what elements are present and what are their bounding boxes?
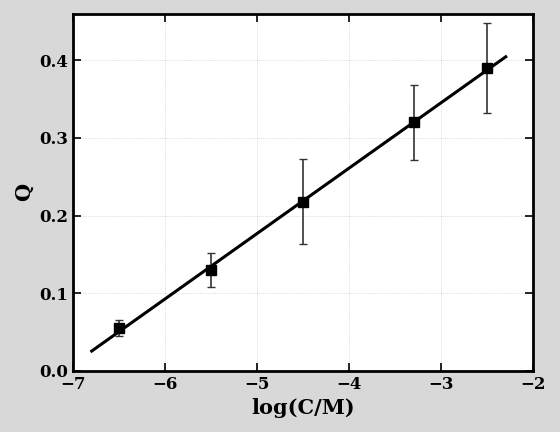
Y-axis label: Q: Q <box>14 183 34 201</box>
X-axis label: log(C/M): log(C/M) <box>251 398 355 418</box>
